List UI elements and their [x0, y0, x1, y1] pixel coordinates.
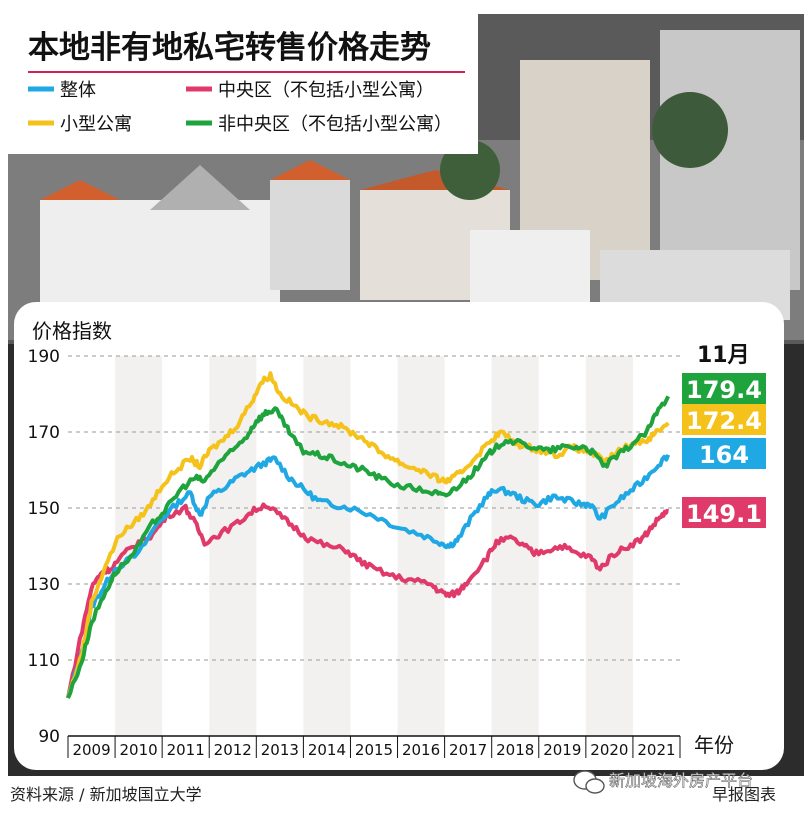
end-label-value: 164 [699, 441, 749, 469]
end-label-box [682, 438, 766, 469]
wechat-icon [573, 770, 605, 794]
legend-label: 小型公寓 [60, 114, 132, 135]
y-tick-label: 110 [28, 651, 60, 671]
y-axis-title: 价格指数 [32, 319, 112, 343]
y-tick-label: 190 [28, 347, 60, 367]
end-label-box [682, 404, 766, 435]
end-label-box [682, 497, 766, 528]
x-tick-label: 2014 [308, 741, 346, 759]
legend: 整体 中央区（不包括小型公寓） 小型公寓 非中央区（不包括小型公寓） [28, 80, 452, 135]
year-band [397, 356, 445, 736]
series-group [66, 371, 671, 699]
watermark-text: 新加坡海外房产平台 [609, 771, 753, 790]
x-axis-title: 年份 [694, 733, 734, 757]
end-label-value: 172.4 [686, 407, 762, 435]
source-note: 资料来源 / 新加坡国立大学 [10, 785, 202, 804]
y-axis: 90 110 130 150 170 190 [28, 347, 60, 747]
x-tick-label: 2018 [496, 741, 534, 759]
y-tick-label: 90 [38, 727, 60, 747]
legend-label: 整体 [60, 80, 96, 101]
y-tick-label: 130 [28, 575, 60, 595]
year-band [585, 356, 633, 736]
x-tick-label: 2015 [355, 741, 393, 759]
legend-label: 中央区（不包括小型公寓） [218, 80, 434, 101]
x-tick-label: 2010 [120, 741, 158, 759]
y-tick-label: 170 [28, 423, 60, 443]
x-tick-label: 2021 [637, 741, 675, 759]
series-line [66, 371, 670, 699]
y-tick-label: 150 [28, 499, 60, 519]
month-label: 11月 [697, 343, 750, 368]
end-label-value: 149.1 [686, 500, 762, 528]
legend-label: 非中央区（不包括小型公寓） [218, 114, 452, 135]
x-tick-label: 2013 [261, 741, 299, 759]
x-tick-label: 2020 [590, 741, 628, 759]
x-tick-label: 2019 [543, 741, 581, 759]
chart-title: 本地非有地私宅转售价格走势 [28, 30, 431, 66]
year-band [491, 356, 539, 736]
x-tick-label: 2011 [167, 741, 205, 759]
series-line [66, 454, 671, 699]
title-box [8, 14, 478, 154]
x-axis: 2009 2010 2011 2012 2013 2014 2015 2016 2017 2018… [67, 735, 681, 759]
series-line [66, 502, 670, 699]
end-labels: 164 149.1 172.4 179.4 [682, 373, 766, 528]
end-label-value: 179.4 [686, 376, 762, 404]
footer-strip [0, 776, 812, 814]
x-tick-label: 2012 [214, 741, 252, 759]
x-tick-label: 2009 [72, 741, 110, 759]
series-line [66, 395, 671, 699]
x-tick-label: 2016 [402, 741, 440, 759]
year-band [209, 356, 257, 736]
x-tick-label: 2017 [449, 741, 487, 759]
end-label-box [682, 373, 766, 404]
credit-note: 早报图表 [712, 785, 776, 804]
